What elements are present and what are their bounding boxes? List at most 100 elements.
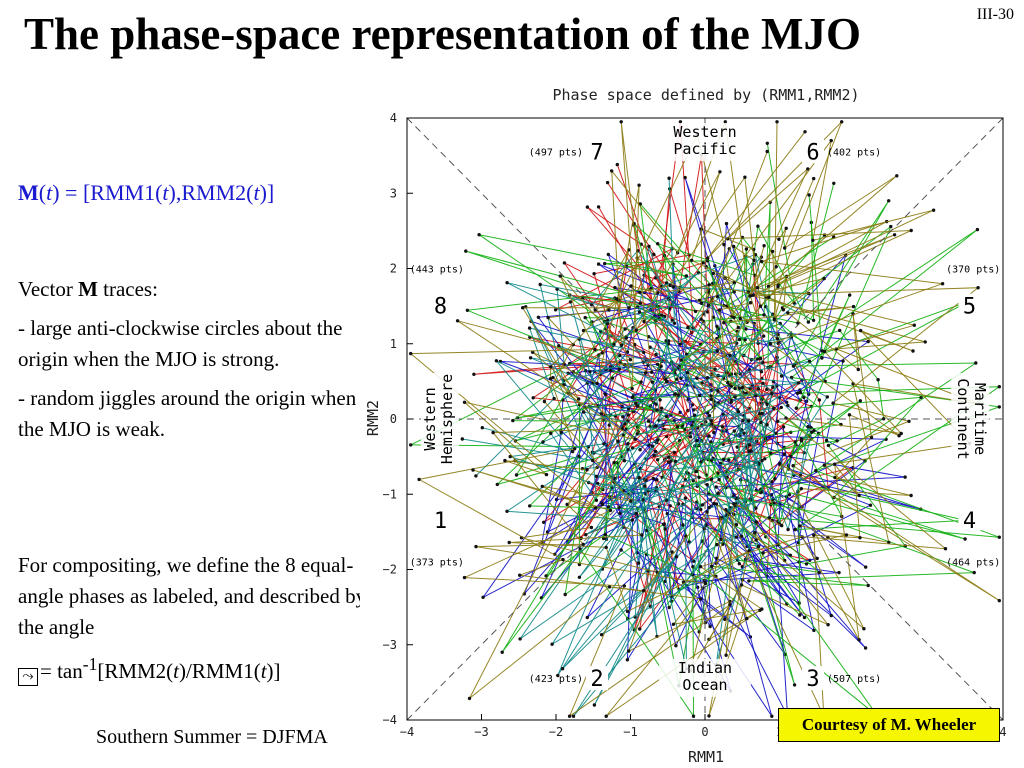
trajectory-point xyxy=(455,319,460,323)
trajectory-point xyxy=(694,469,699,474)
trajectory-point xyxy=(636,561,641,565)
trajectory-point xyxy=(655,458,660,462)
vector-definition: M(t) = [RMM1(t),RMM2(t)] xyxy=(18,180,274,206)
trajectory-point xyxy=(718,308,722,312)
trajectory-point xyxy=(759,370,764,374)
trajectory-point xyxy=(640,533,644,537)
trajectory-point xyxy=(600,502,605,507)
trajectory-point xyxy=(773,477,777,481)
trajectory-point xyxy=(658,398,662,402)
trajectory-point xyxy=(707,414,712,418)
trajectory-point xyxy=(779,405,783,410)
trajectory-point xyxy=(798,524,802,528)
trajectory-point xyxy=(719,537,723,541)
trajectory-point xyxy=(775,337,780,341)
trajectory-point xyxy=(728,603,732,607)
x-tick-label: 4 xyxy=(999,725,1006,739)
region-western-pacific-line: Pacific xyxy=(673,140,736,158)
x-tick-label: 0 xyxy=(701,725,708,739)
trajectory-point xyxy=(715,542,719,547)
trajectory-point xyxy=(474,544,478,549)
trajectory-point xyxy=(585,615,589,620)
trajectory-point xyxy=(705,376,710,380)
phase-number-bg xyxy=(429,508,452,533)
trajectory-point xyxy=(646,419,651,423)
trajectory-point xyxy=(829,613,833,618)
trajectory-point xyxy=(862,627,866,631)
trajectory-point xyxy=(494,359,499,363)
trajectory-point xyxy=(707,283,711,287)
trajectory-point xyxy=(822,463,826,467)
trajectory-point xyxy=(868,503,873,507)
def-mid2: ),RMM2( xyxy=(168,180,254,205)
trajectory-point xyxy=(796,381,801,385)
trajectory-point xyxy=(715,324,719,328)
slide-number: III-30 xyxy=(976,6,1014,23)
trajectory-point xyxy=(577,454,581,459)
trajectory-point xyxy=(737,386,741,390)
phase-number-4: 4 xyxy=(963,509,976,534)
bullet-strong: - large anti-clockwise circles about the… xyxy=(18,316,343,371)
trajectory-point xyxy=(667,605,671,610)
trajectory-point xyxy=(716,491,720,495)
trajectory-point xyxy=(673,459,678,464)
trajectory-point xyxy=(820,356,824,360)
trajectory-point xyxy=(638,290,642,295)
trajectory-point xyxy=(514,473,519,477)
trajectory-point xyxy=(650,380,655,384)
trajectory-point xyxy=(651,476,655,481)
trajectory-point xyxy=(720,425,725,429)
y-tick-label: 1 xyxy=(390,337,397,351)
trajectory-point xyxy=(688,435,693,439)
trajectory-point xyxy=(462,575,467,580)
trajectory-point xyxy=(656,242,660,246)
trajectory-point xyxy=(756,387,761,391)
phase-number-bg xyxy=(585,666,608,691)
trajectory-point xyxy=(765,141,769,145)
phase-labels: 1 (373 pts) 2 (423 pts) 3 (507 pts) 4 (464 pts)… xyxy=(410,123,1000,697)
trajectory-point xyxy=(633,437,637,441)
trajectory-point xyxy=(781,425,786,429)
trajectory-point xyxy=(606,252,610,257)
def-open: ( xyxy=(38,180,47,205)
trajectory-point xyxy=(667,460,671,464)
trajectory-point xyxy=(734,523,739,527)
trajectory-point xyxy=(791,464,795,468)
trajectory-point xyxy=(683,175,687,180)
trajectory-point xyxy=(518,573,522,577)
trajectory-point xyxy=(786,403,790,408)
phase-count-3: (507 pts) xyxy=(827,674,881,685)
trajectory-point xyxy=(786,311,790,315)
trajectory-point xyxy=(626,442,630,446)
trajectory-teal xyxy=(510,249,829,706)
trajectory-point xyxy=(848,293,852,297)
description-text: Vector M traces: - large anti-clockwise … xyxy=(18,274,368,453)
trajectory-point xyxy=(561,557,565,562)
trajectory-point xyxy=(799,437,803,441)
trajectory-point xyxy=(717,477,721,482)
trajectory-point xyxy=(756,544,761,549)
trajectory-point xyxy=(705,510,709,514)
trajectory-point xyxy=(706,303,711,307)
trajectory-point xyxy=(638,627,642,631)
trajectory-point xyxy=(723,120,727,124)
vector-pre: Vector xyxy=(18,277,79,301)
trajectory-point xyxy=(650,370,654,374)
trajectory-point xyxy=(695,438,699,443)
trajectory-point xyxy=(588,370,592,374)
trajectory-point xyxy=(909,493,913,498)
trajectory-point xyxy=(829,138,833,143)
trajectory-point xyxy=(654,402,658,406)
trajectory-point xyxy=(931,208,936,212)
trajectory-point xyxy=(507,540,511,545)
trajectory-point xyxy=(776,419,780,423)
trajectory-point xyxy=(753,531,757,535)
trajectory-point xyxy=(642,350,646,355)
region-indian-ocean-bg xyxy=(659,658,751,697)
trajectory-olive xyxy=(409,121,943,718)
trajectory-point xyxy=(997,405,1001,409)
phase-count-7: (497 pts) xyxy=(529,147,583,158)
trajectory-point xyxy=(783,246,787,250)
trajectory-point xyxy=(668,283,672,288)
trajectory-point xyxy=(744,247,749,251)
